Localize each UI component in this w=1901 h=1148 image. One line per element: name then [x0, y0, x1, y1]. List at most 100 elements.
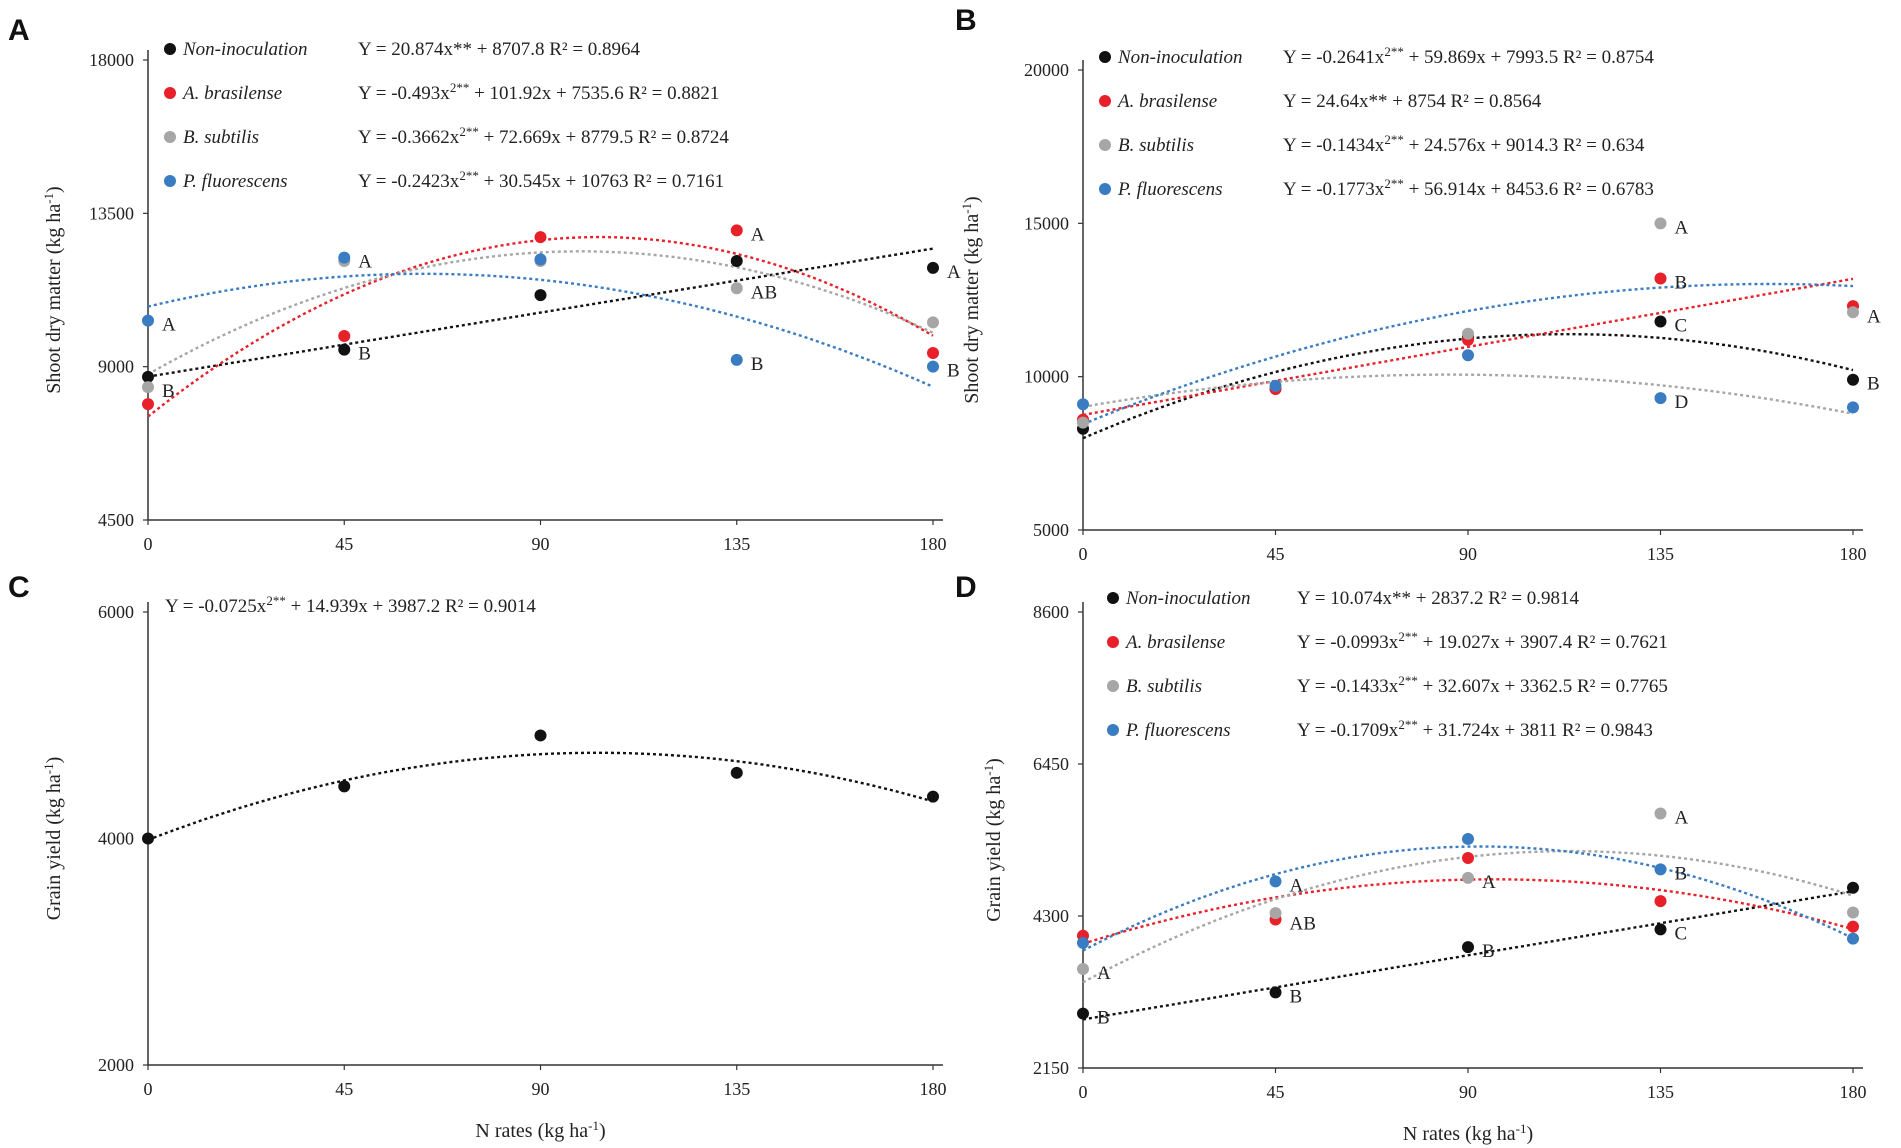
x-tick-label: 45: [1267, 1082, 1285, 1102]
y-tick-label: 20000: [1024, 60, 1069, 80]
y-axis-label-sup: -1: [41, 763, 56, 774]
x-tick-label: 45: [335, 534, 353, 554]
legend-label: A. brasilense: [1116, 91, 1217, 112]
panel-label: C: [8, 571, 30, 604]
x-tick-label: 180: [1840, 1082, 1867, 1102]
data-point: [338, 343, 351, 356]
data-point: [1077, 963, 1089, 976]
equation-tail: + 32.607x + 3362.5 R² = 0.7765: [1418, 676, 1668, 697]
significance-letter: A: [751, 224, 765, 245]
significance-letter: B: [358, 344, 371, 365]
significance-letter: A: [1097, 963, 1111, 984]
trend-line: [147, 247, 934, 378]
trend-line: [147, 250, 934, 376]
significance-letter: A: [1867, 306, 1881, 327]
data-point: [1462, 349, 1474, 362]
trend-line: [1082, 282, 1854, 426]
regression-equation: Y = -0.2423x2** + 30.545x + 10763 R² = 0…: [358, 168, 724, 192]
y-tick-label: 15000: [1024, 213, 1069, 233]
equation-exponent: 2**: [459, 124, 479, 139]
data-point: [1847, 373, 1859, 386]
regression-equation: Y = 10.074x** + 2837.2 R² = 0.9814: [1297, 588, 1580, 609]
equation-tail: + 72.669x + 8779.5 R² = 0.8724: [479, 127, 730, 148]
equation-tail: + 2837.2 R² = 0.9814: [1411, 588, 1580, 609]
data-point: [142, 381, 154, 394]
regression-equation: Y = -0.3662x2** + 72.669x + 8779.5 R² = …: [358, 124, 729, 148]
x-tick-label: 0: [144, 1079, 153, 1099]
y-tick-label: 10000: [1024, 367, 1069, 387]
legend-label: Non-inoculation: [1117, 47, 1243, 68]
x-tick-label: 90: [1459, 1082, 1477, 1102]
equation-exponent: 2**: [1398, 673, 1418, 688]
panel-label: A: [8, 14, 30, 47]
legend-marker: [1099, 95, 1111, 107]
y-tick-label: 13500: [89, 203, 134, 223]
equation-lead: Y = -0.1773x: [1283, 179, 1385, 200]
data-point: [1077, 416, 1089, 429]
data-point: [1847, 920, 1859, 933]
legend-label: B. subtilis: [1118, 135, 1194, 156]
data-point: [1269, 907, 1282, 920]
data-point: [1077, 936, 1089, 949]
significance-letter: B: [1867, 374, 1880, 395]
y-tick-label: 4300: [1033, 906, 1069, 926]
data-point: [1077, 398, 1089, 411]
equation-tail: + 8707.8 R² = 0.8964: [472, 39, 641, 60]
x-axis-label-sup: -1: [588, 1118, 599, 1133]
equation-lead: Y = -0.0725x: [165, 596, 267, 617]
legend-marker: [1107, 724, 1119, 736]
data-point: [1462, 871, 1474, 884]
data-point: [534, 253, 547, 266]
y-axis-label: Grain yield (kg ha-1): [41, 757, 65, 921]
equation-exponent: 2**: [450, 80, 470, 95]
equation-exponent: 2**: [1384, 44, 1404, 59]
y-tick-label: 18000: [89, 50, 134, 70]
regression-equation: Y = -0.0725x2** + 14.939x + 3987.2 R² = …: [165, 593, 536, 617]
legend-marker: [1099, 183, 1111, 195]
significance-letter: D: [1675, 392, 1689, 413]
equation-lead: Y = -0.0993x: [1297, 632, 1399, 653]
equation-lead: Y = -0.2641x: [1283, 47, 1385, 68]
equation-lead: Y = 20.874x**: [358, 39, 472, 60]
data-point: [1847, 932, 1859, 945]
legend-marker: [1099, 51, 1111, 63]
trend-line: [1082, 333, 1854, 440]
equation-tail: + 19.027x + 3907.4 R² = 0.7621: [1418, 632, 1668, 653]
y-axis-label-end: ): [43, 186, 65, 193]
equation-lead: Y = -0.493x: [358, 83, 450, 104]
legend-marker: [1107, 636, 1119, 648]
y-tick-label: 4500: [98, 510, 134, 530]
significance-letter: A: [1675, 807, 1689, 828]
y-axis-label-sup: -1: [981, 765, 996, 776]
regression-equation: Y = -0.1433x2** + 32.607x + 3362.5 R² = …: [1297, 673, 1668, 697]
regression-equation: Y = -0.493x2** + 101.92x + 7535.6 R² = 0…: [358, 80, 719, 104]
y-tick-label: 2000: [98, 1055, 134, 1075]
data-point: [730, 766, 743, 779]
x-tick-label: 0: [1079, 1082, 1088, 1102]
x-axis-label: N rates (kg ha-1): [475, 1118, 605, 1142]
y-axis-label-sup: -1: [41, 193, 56, 204]
data-point: [338, 780, 351, 793]
y-tick-label: 6000: [98, 602, 134, 622]
data-point: [1077, 1007, 1089, 1020]
equation-lead: Y = -0.1709x: [1297, 720, 1399, 741]
x-tick-label: 90: [532, 534, 550, 554]
equation-exponent: 2**: [1384, 132, 1404, 147]
legend-marker: [164, 87, 176, 99]
equation-tail: + 24.576x + 9014.3 R² = 0.634: [1404, 135, 1645, 156]
panel-D: D 2150 4300 6450 8600 0 45 90 135 180 Grain yield …: [955, 571, 1867, 1145]
data-point: [534, 289, 547, 302]
significance-letter: B: [1675, 273, 1688, 294]
equation-lead: Y = -0.2423x: [358, 171, 460, 192]
significance-letter: AB: [751, 282, 777, 303]
equation-exponent: 2**: [266, 593, 286, 608]
x-axis-label-end: ): [599, 1120, 606, 1142]
x-tick-label: 45: [1267, 544, 1285, 564]
trend-line: [1082, 373, 1854, 415]
data-point: [142, 398, 154, 411]
equation-tail: + 8754 R² = 0.8564: [1387, 91, 1541, 112]
equation-tail: + 30.545x + 10763 R² = 0.7161: [479, 171, 724, 192]
trend-line: [1082, 849, 1854, 984]
data-point: [1462, 832, 1474, 845]
